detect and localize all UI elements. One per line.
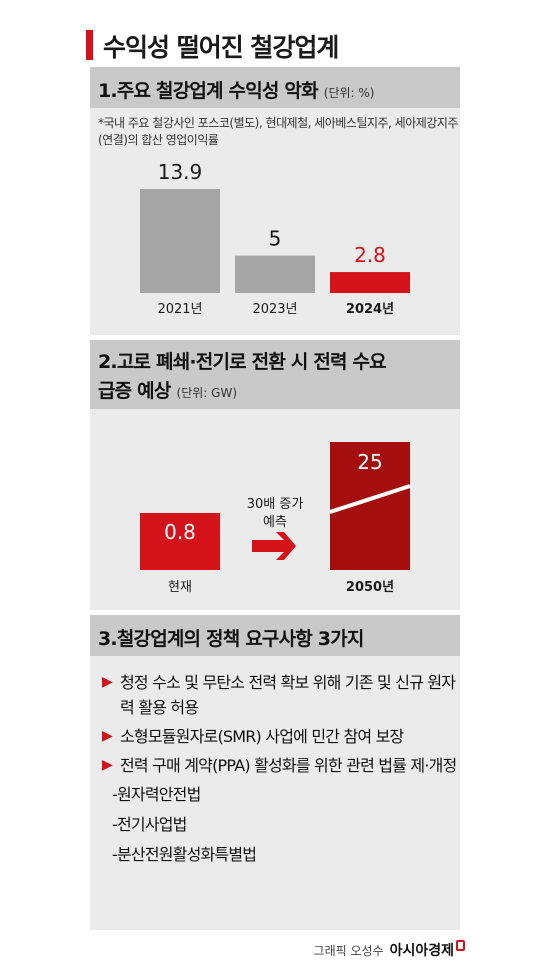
category-label: 2023년 — [252, 302, 297, 317]
sub-item: -원자력안전법 — [112, 785, 201, 804]
category-label: 2021년 — [157, 302, 202, 317]
right-arrow-icon — [252, 532, 296, 560]
bar-현재 — [140, 513, 220, 570]
credit-label: 그래픽 오성수 — [313, 944, 384, 958]
triangle-bullet-icon: ▶ — [102, 674, 113, 690]
sub-item: -전기사업법 — [112, 815, 187, 834]
data-label: 5 — [269, 227, 282, 251]
arrow-label-line2: 예측 — [263, 515, 287, 530]
bar-2024년 — [330, 272, 410, 293]
unit-label: (단위: %) — [323, 86, 375, 100]
profitability-bar-chart: 13.9 2021년 5 2023년 2.8 2024년 — [140, 160, 410, 317]
section-heading-line1: 2.고로 폐쇄·전기로 전환 시 전력 수요 — [98, 351, 387, 373]
brand-logo-text: 아시아경제 — [389, 943, 454, 959]
list-item: ▶ 소형모듈원자로(SMR) 사업에 민간 참여 보장 — [102, 724, 457, 749]
section-header: 2.고로 폐쇄·전기로 전환 시 전력 수요 급증 예상 (단위: GW) — [90, 340, 460, 409]
unit-label: (단위: GW) — [176, 386, 238, 400]
triangle-bullet-icon: ▶ — [102, 757, 113, 773]
section-header: 3.철강업계의 정책 요구사항 3가지 — [90, 615, 460, 656]
section-header: 1.주요 철강업계 수익성 악화 (단위: %) — [90, 67, 460, 108]
section-heading-line2: 급증 예상 (단위: GW) — [98, 376, 237, 403]
bar-2023년 — [235, 255, 315, 293]
category-label: 2050년 — [346, 580, 394, 595]
list-item: ▶ 전력 구매 계약(PPA) 활성화를 위한 관련 법률 제·개정 — [102, 753, 457, 778]
data-label: 2.8 — [354, 243, 386, 267]
data-label: 13.9 — [158, 160, 203, 184]
item-text: 전력 구매 계약(PPA) 활성화를 위한 관련 법률 제·개정 — [120, 756, 457, 775]
triangle-bullet-icon: ▶ — [102, 728, 113, 744]
category-label: 현재 — [168, 580, 192, 595]
section-heading: 3.철강업계의 정책 요구사항 3가지 — [98, 628, 364, 650]
page-title: 수익성 떨어진 철강업계 — [103, 33, 339, 62]
arrow-label-line1: 30배 증가 — [247, 497, 304, 512]
request-list: ▶ 청정 수소 및 무탄소 전력 확보 위해 기존 및 신규 원자력 활용 허용 … — [102, 670, 457, 872]
scale-break-line — [329, 484, 411, 514]
title-accent-bar — [86, 30, 93, 60]
category-label: 2024년 — [346, 302, 394, 317]
heading-text: 급증 예상 — [98, 380, 171, 402]
sub-item: -분산전원활성화특별법 — [112, 845, 257, 864]
brand-mark-icon — [456, 940, 465, 951]
heading-text: 1.주요 철강업계 수익성 악화 — [98, 80, 319, 102]
item-text: 소형모듈원자로(SMR) 사업에 민간 참여 보장 — [120, 727, 404, 746]
data-label: 0.8 — [164, 520, 196, 544]
bar-2021년 — [140, 189, 220, 293]
credit: 그래픽 오성수 아시아경제 — [314, 940, 465, 960]
footnote: *국내 주요 철강사인 포스코(별도), 현대제철, 세아베스틸지주, 세아제강… — [98, 116, 458, 147]
item-text: 청정 수소 및 무탄소 전력 확보 위해 기존 및 신규 원자력 활용 허용 — [120, 673, 456, 717]
data-label: 25 — [357, 450, 382, 474]
section-power-demand: 2.고로 폐쇄·전기로 전환 시 전력 수요 급증 예상 (단위: GW) 0.8… — [90, 340, 460, 610]
section-policy-requests: 3.철강업계의 정책 요구사항 3가지 ▶ 청정 수소 및 무탄소 전력 확보 위… — [90, 615, 460, 930]
section-heading: 1.주요 철강업계 수익성 악화 (단위: %) — [98, 76, 374, 103]
list-item: ▶ 청정 수소 및 무탄소 전력 확보 위해 기존 및 신규 원자력 활용 허용 — [102, 670, 457, 720]
section-profitability: 1.주요 철강업계 수익성 악화 (단위: %) *국내 주요 철강사인 포스코(… — [90, 67, 460, 335]
